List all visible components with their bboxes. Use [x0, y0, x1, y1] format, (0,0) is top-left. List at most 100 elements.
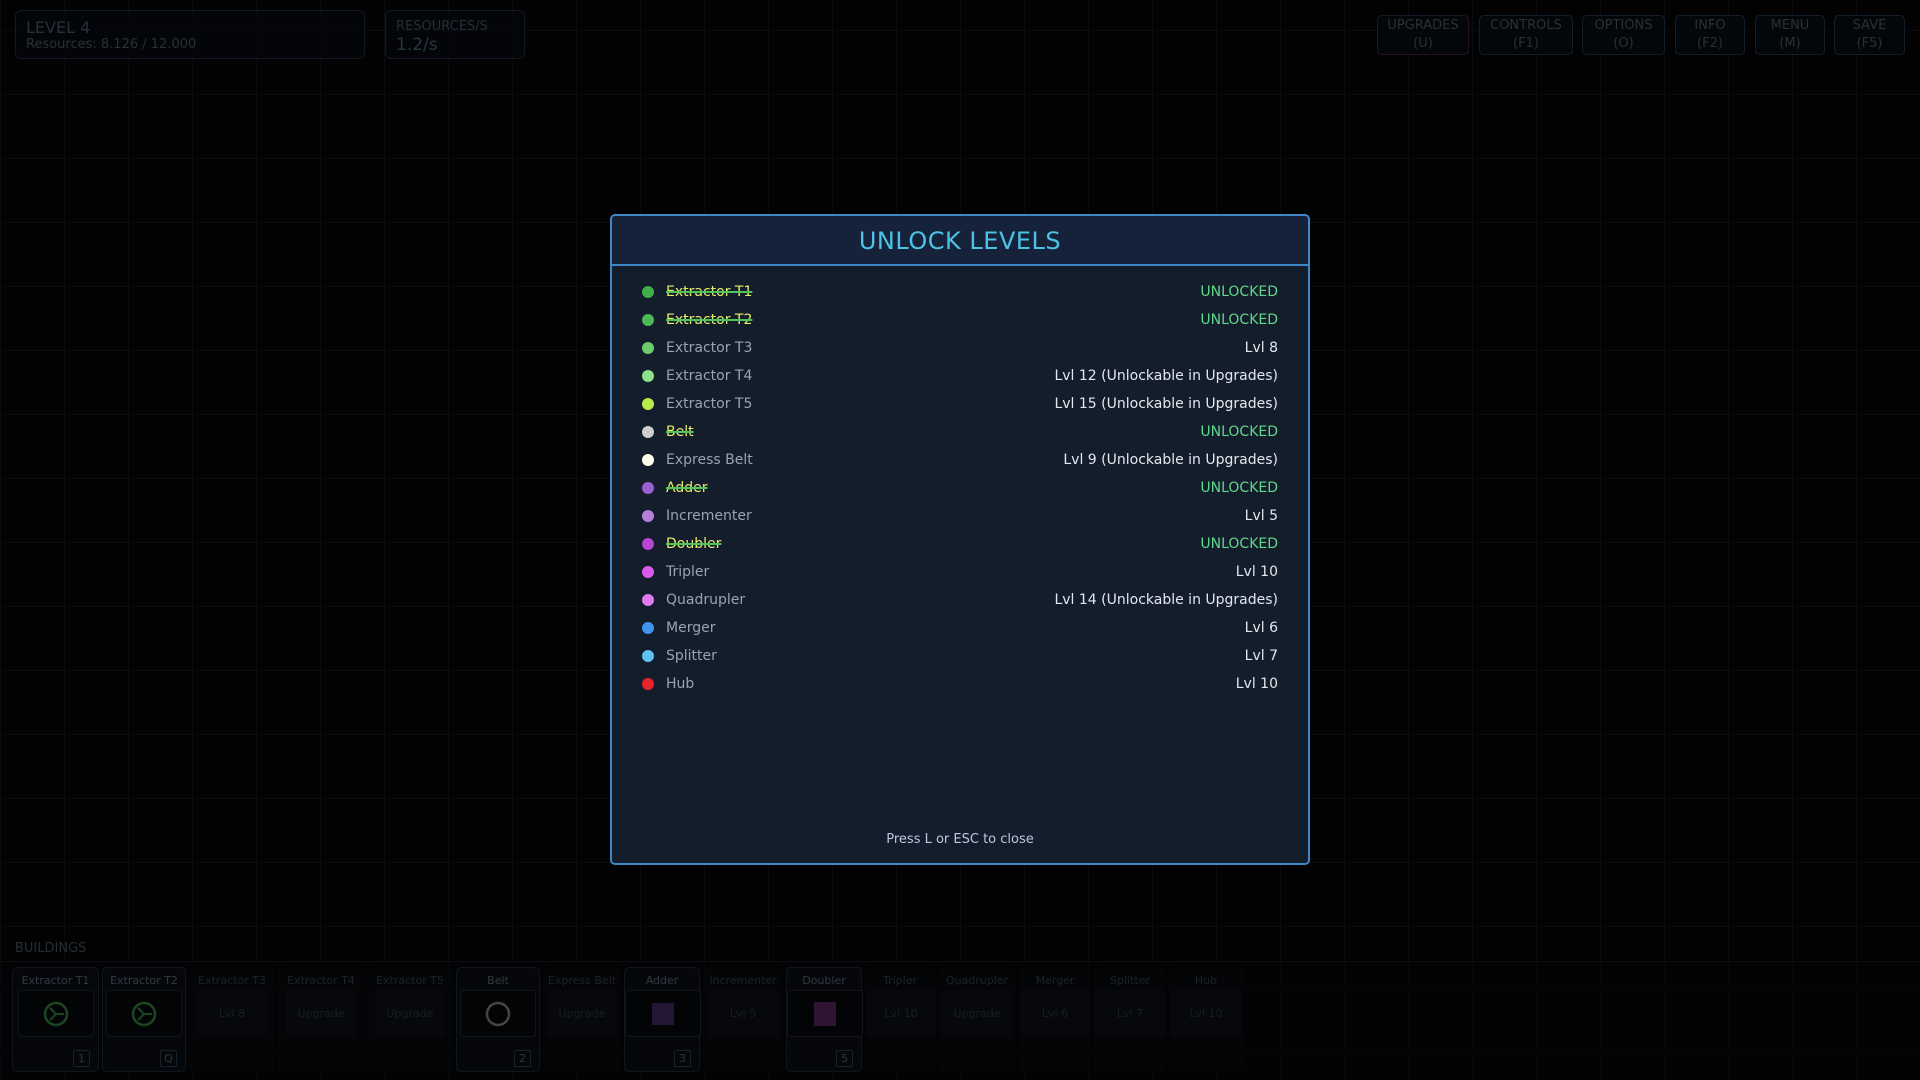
doubler-icon — [787, 990, 863, 1037]
building-card-incrementer[interactable]: Incrementer Lvl 5 — [703, 967, 783, 1072]
building-card-extractor-t4[interactable]: Extractor T4 Upgrade — [278, 967, 364, 1072]
topbar-button-save[interactable]: SAVE (F5) — [1834, 15, 1905, 55]
hotkey-badge: 1 — [73, 1050, 90, 1067]
extractor-icon — [17, 990, 94, 1037]
unlock-row: Doubler UNLOCKED — [642, 530, 1278, 558]
building-requirement: Lvl 10 — [1171, 990, 1241, 1037]
button-shortcut: (F2) — [1697, 36, 1723, 51]
color-dot-icon — [642, 538, 654, 550]
building-requirement: Upgrade — [942, 990, 1012, 1037]
building-card-name: Extractor T2 — [110, 974, 178, 987]
adder-icon — [625, 990, 701, 1037]
building-card-name: Doubler — [802, 974, 846, 987]
button-shortcut: (F1) — [1513, 36, 1539, 51]
building-card-name: Extractor T4 — [287, 974, 355, 987]
building-card-splitter[interactable]: Splitter Lvl 7 — [1094, 967, 1166, 1072]
building-card-doubler[interactable]: Doubler 5 — [786, 967, 863, 1072]
building-card-quadrupler[interactable]: Quadrupler Upgrade — [938, 967, 1016, 1072]
button-label: MENU — [1770, 18, 1810, 33]
button-shortcut: (U) — [1413, 36, 1433, 51]
unlock-row: Hub Lvl 10 — [642, 670, 1278, 698]
buildings-label: BUILDINGS — [15, 941, 87, 956]
building-card-hub[interactable]: Hub Lvl 10 — [1169, 967, 1243, 1072]
unlock-status: Lvl 10 — [1235, 676, 1278, 692]
color-dot-icon — [642, 510, 654, 522]
building-card-tripler[interactable]: Tripler Lvl 10 — [865, 967, 936, 1072]
building-name: Express Belt — [666, 452, 753, 468]
level-panel: LEVEL 4 Resources: 8.126 / 12.000 — [15, 10, 365, 59]
unlock-row: Tripler Lvl 10 — [642, 558, 1278, 586]
building-name: Quadrupler — [666, 592, 746, 608]
building-card-extractor-t3[interactable]: Extractor T3 Lvl 8 — [189, 967, 275, 1072]
color-dot-icon — [642, 650, 654, 662]
color-dot-icon — [642, 314, 654, 326]
building-card-extractor-t5[interactable]: Extractor T5 Upgrade — [367, 967, 453, 1072]
building-requirement: Upgrade — [547, 990, 617, 1037]
building-name: Merger — [666, 620, 716, 636]
unlock-status: UNLOCKED — [1200, 424, 1278, 440]
building-name: Doubler — [666, 536, 722, 552]
hotkey-badge: 3 — [674, 1050, 691, 1067]
resources-per-second-panel: RESOURCES/S 1.2/s — [385, 10, 525, 59]
unlock-status: Lvl 5 — [1244, 508, 1278, 524]
unlock-status: Lvl 8 — [1244, 340, 1278, 356]
unlock-row: Extractor T3 Lvl 8 — [642, 334, 1278, 362]
topbar-button-menu[interactable]: MENU (M) — [1755, 15, 1825, 55]
unlock-status: Lvl 7 — [1244, 648, 1278, 664]
building-card-extractor-t2[interactable]: Extractor T2 Q — [102, 967, 186, 1072]
unlock-status: Lvl 6 — [1244, 620, 1278, 636]
building-name: Extractor T2 — [666, 312, 753, 328]
building-card-name: Belt — [487, 974, 509, 987]
building-card-belt[interactable]: Belt 2 — [456, 967, 540, 1072]
building-name: Extractor T4 — [666, 368, 753, 384]
unlock-status: UNLOCKED — [1200, 480, 1278, 496]
building-requirement: Lvl 6 — [1020, 990, 1090, 1037]
building-card-name: Hub — [1194, 974, 1218, 987]
button-label: INFO — [1694, 18, 1726, 33]
building-card-extractor-t1[interactable]: Extractor T1 1 — [12, 967, 99, 1072]
building-card-name: Adder — [645, 974, 679, 987]
unlock-status: Lvl 15 (Unlockable in Upgrades) — [1054, 396, 1278, 412]
building-card-express-belt[interactable]: Express Belt Upgrade — [543, 967, 621, 1072]
button-label: SAVE — [1852, 18, 1887, 33]
building-card-adder[interactable]: Adder 3 — [624, 967, 701, 1072]
building-name: Incrementer — [666, 508, 752, 524]
hotkey-badge: Q — [160, 1050, 177, 1067]
building-name: Hub — [666, 676, 695, 692]
unlock-row: Quadrupler Lvl 14 (Unlockable in Upgrades… — [642, 586, 1278, 614]
building-card-name: Extractor T5 — [376, 974, 444, 987]
extractor-icon — [106, 990, 182, 1037]
color-dot-icon — [642, 678, 654, 690]
unlock-list: Extractor T1 UNLOCKED Extractor T2 UNLOCKED… — [612, 266, 1308, 698]
topbar-button-info[interactable]: INFO (F2) — [1675, 15, 1745, 55]
unlock-row: Splitter Lvl 7 — [642, 642, 1278, 670]
topbar-button-upgrades[interactable]: UPGRADES (U) — [1377, 15, 1469, 55]
rps-label: RESOURCES/S — [396, 19, 488, 34]
building-requirement: Lvl 8 — [197, 990, 267, 1037]
building-name: Extractor T1 — [666, 284, 753, 300]
building-card-name: Incrementer — [709, 974, 777, 987]
building-card-name: Tripler — [882, 974, 917, 987]
color-dot-icon — [642, 454, 654, 466]
unlock-row: Incrementer Lvl 5 — [642, 502, 1278, 530]
button-shortcut: (F5) — [1856, 36, 1883, 51]
topbar-button-options[interactable]: OPTIONS (O) — [1582, 15, 1665, 55]
building-requirement: Lvl 7 — [1095, 990, 1165, 1037]
topbar-button-controls[interactable]: CONTROLS (F1) — [1479, 15, 1573, 55]
unlock-status: UNLOCKED — [1200, 536, 1278, 552]
color-dot-icon — [642, 594, 654, 606]
building-name: Belt — [666, 424, 694, 440]
color-dot-icon — [642, 482, 654, 494]
unlock-row: Adder UNLOCKED — [642, 474, 1278, 502]
building-card-name: Express Belt — [547, 974, 617, 987]
building-card-name: Merger — [1035, 974, 1075, 987]
color-dot-icon — [642, 370, 654, 382]
color-dot-icon — [642, 398, 654, 410]
hotkey-badge: 5 — [836, 1050, 853, 1067]
unlock-status: Lvl 14 (Unlockable in Upgrades) — [1054, 592, 1278, 608]
building-card-merger[interactable]: Merger Lvl 6 — [1019, 967, 1091, 1072]
unlock-status: Lvl 12 (Unlockable in Upgrades) — [1054, 368, 1278, 384]
unlock-row: Merger Lvl 6 — [642, 614, 1278, 642]
button-shortcut: (O) — [1613, 36, 1634, 51]
unlock-status: Lvl 10 — [1235, 564, 1278, 580]
